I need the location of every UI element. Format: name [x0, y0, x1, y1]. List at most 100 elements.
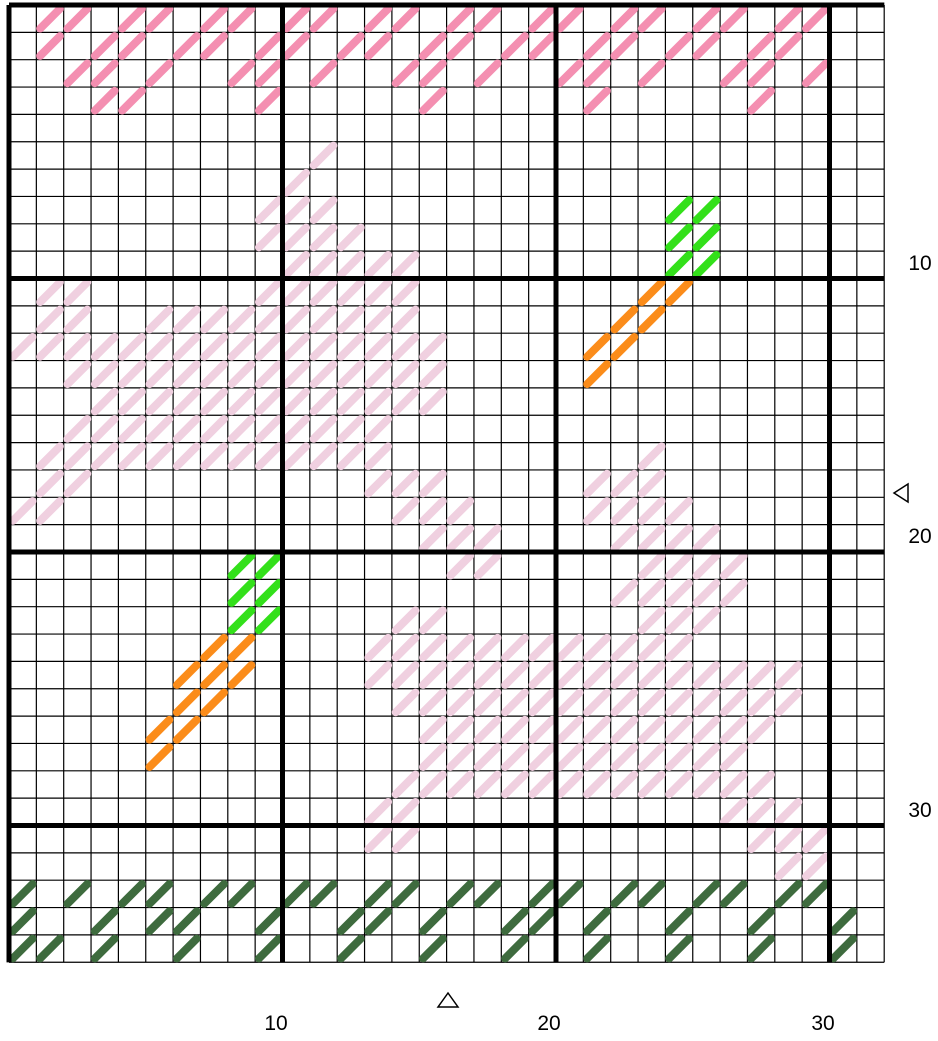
half-stitch	[254, 551, 283, 580]
half-stitch	[282, 360, 311, 389]
half-stitch	[610, 770, 639, 799]
half-stitch	[528, 633, 557, 662]
half-stitch	[419, 469, 447, 498]
half-stitch	[145, 715, 174, 744]
half-stitch	[364, 469, 393, 498]
half-stitch	[446, 661, 475, 689]
half-stitch	[665, 688, 693, 717]
half-stitch	[583, 469, 611, 498]
half-stitch	[63, 880, 92, 908]
half-stitch	[254, 907, 283, 936]
half-stitch	[36, 32, 64, 60]
half-stitch	[309, 880, 338, 908]
half-stitch	[254, 333, 283, 361]
half-stitch	[254, 305, 283, 334]
half-stitch	[774, 4, 803, 33]
half-stitch	[801, 59, 830, 88]
half-stitch	[36, 497, 64, 525]
half-stitch	[90, 333, 119, 361]
half-stitch	[36, 305, 64, 334]
half-stitch	[364, 32, 393, 60]
half-stitch	[801, 4, 830, 33]
half-stitch	[309, 305, 338, 334]
half-stitch	[364, 305, 393, 334]
half-stitch	[254, 223, 283, 252]
half-stitch	[528, 688, 557, 717]
half-stitch	[118, 333, 146, 361]
half-stitch	[637, 661, 666, 689]
half-stitch	[282, 305, 311, 334]
half-stitch	[254, 387, 283, 416]
half-stitch	[172, 715, 201, 744]
half-stitch	[90, 907, 119, 936]
half-stitch	[391, 880, 420, 908]
half-stitch	[637, 524, 666, 553]
half-stitch	[364, 278, 393, 307]
half-stitch	[501, 715, 529, 744]
half-stitch	[747, 59, 775, 88]
half-stitch	[63, 360, 92, 389]
half-stitch	[200, 442, 228, 471]
half-stitch	[637, 715, 666, 744]
half-stitch	[118, 4, 146, 33]
half-stitch	[555, 880, 584, 908]
half-stitch	[501, 743, 529, 771]
half-stitch	[337, 360, 365, 389]
half-stitch	[774, 825, 803, 854]
half-stitch	[501, 934, 529, 963]
half-stitch	[528, 743, 557, 771]
half-stitch	[364, 333, 393, 361]
half-stitch	[555, 4, 584, 33]
half-stitch	[254, 196, 283, 224]
half-stitch	[719, 880, 748, 908]
half-stitch	[774, 32, 803, 60]
half-stitch	[118, 880, 146, 908]
half-stitch	[719, 715, 748, 744]
half-stitch	[637, 880, 666, 908]
half-stitch	[446, 497, 475, 525]
half-stitch	[692, 661, 721, 689]
half-stitch	[637, 442, 666, 471]
half-stitch	[719, 661, 748, 689]
half-stitch	[145, 907, 174, 936]
half-stitch	[637, 469, 666, 498]
half-stitch	[446, 4, 475, 33]
half-stitch	[337, 387, 365, 416]
half-stitch	[282, 880, 311, 908]
half-stitch	[227, 551, 256, 580]
half-stitch	[555, 59, 584, 88]
half-stitch	[692, 770, 721, 799]
half-stitch	[364, 633, 393, 662]
half-stitch	[446, 743, 475, 771]
half-stitch	[337, 278, 365, 307]
half-stitch	[337, 442, 365, 471]
half-stitch	[610, 305, 639, 334]
half-stitch	[200, 387, 228, 416]
half-stitch	[446, 32, 475, 60]
half-stitch	[282, 168, 311, 197]
half-stitch	[419, 743, 447, 771]
center-markers	[436, 482, 909, 1008]
half-stitch	[610, 880, 639, 908]
half-stitch	[364, 4, 393, 33]
half-stitch	[254, 278, 283, 307]
half-stitch	[419, 497, 447, 525]
half-stitch	[337, 934, 365, 963]
half-stitch	[282, 223, 311, 252]
center-row-marker-icon	[892, 482, 909, 504]
half-stitch	[309, 59, 338, 88]
half-stitch	[391, 250, 420, 279]
half-stitch	[555, 633, 584, 662]
half-stitch	[692, 32, 721, 60]
center-column-marker-icon	[436, 991, 460, 1008]
half-stitch	[719, 59, 748, 88]
half-stitch	[200, 305, 228, 334]
half-stitch	[254, 934, 283, 963]
half-stitch	[337, 223, 365, 252]
half-stitch	[254, 59, 283, 88]
half-stitch	[801, 880, 830, 908]
half-stitch	[610, 743, 639, 771]
half-stitch	[118, 360, 146, 389]
half-stitch	[419, 360, 447, 389]
half-stitch	[282, 250, 311, 279]
